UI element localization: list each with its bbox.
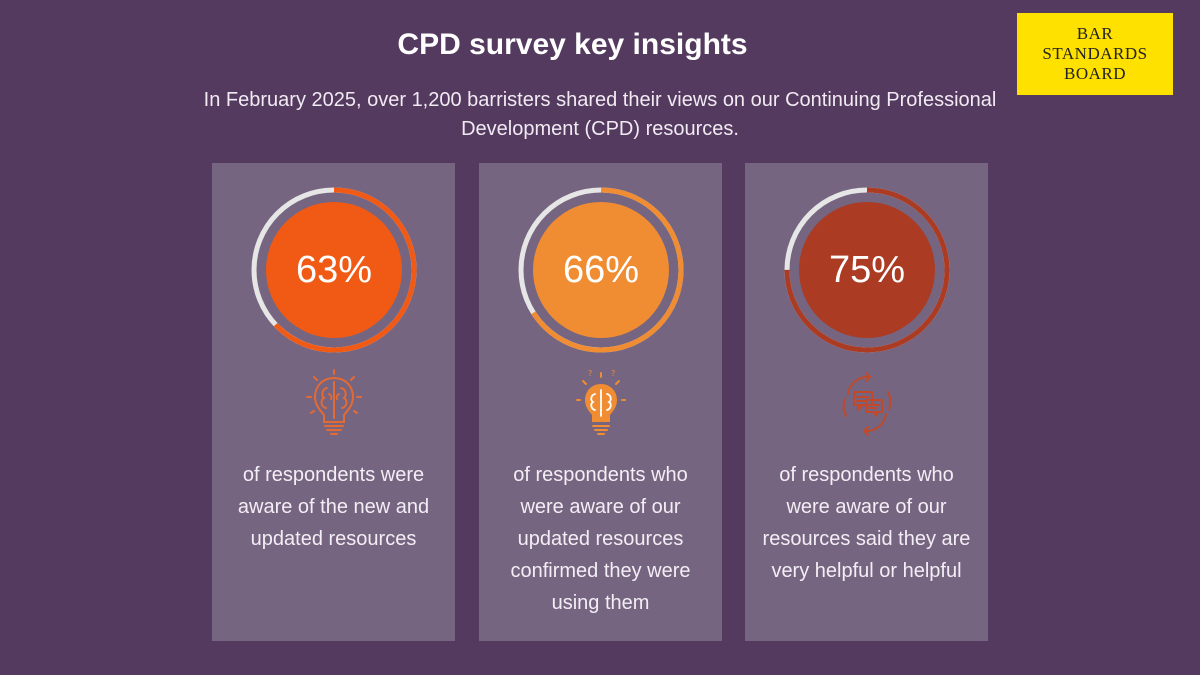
logo-line-2: STANDARDS: [1042, 44, 1148, 63]
brain-lightbulb-icon: [303, 368, 365, 440]
stat-description: of respondents who were aware of our upd…: [510, 464, 691, 614]
percent-value: 75%: [828, 248, 906, 291]
ring-progress-arc: [251, 187, 417, 353]
ring-inner-disc: [266, 202, 402, 338]
stat-card-helpfulness: 75% of respondents who were aware of our…: [745, 163, 988, 641]
progress-ring: 75%: [782, 185, 952, 355]
logo-line-1: BAR: [1076, 24, 1114, 43]
page-title: CPD survey key insights: [397, 28, 748, 61]
ring-progress-arc: [784, 187, 950, 353]
progress-ring: 66%: [516, 185, 686, 355]
ring-inner-disc: [799, 202, 935, 338]
stat-card-awareness: 63% of respondents were aware of the new…: [212, 163, 455, 641]
percent-value: 66%: [562, 248, 640, 291]
stat-description: of respondents were aware of the new and…: [237, 464, 430, 550]
svg-text:?: ?: [611, 369, 615, 378]
stat-description: of respondents who were aware of our res…: [762, 464, 971, 582]
bsb-logo: BAR STANDARDS BOARD: [1017, 13, 1173, 95]
ring-inner-disc: [533, 202, 669, 338]
progress-ring: 63%: [249, 185, 419, 355]
svg-text:?: ?: [588, 369, 592, 378]
idea-brain-bulb-icon: ? ?: [570, 368, 632, 440]
logo-line-3: BOARD: [1063, 64, 1126, 83]
ring-progress-arc: [518, 187, 684, 353]
page-subtitle: In February 2025, over 1,200 barristers …: [203, 89, 997, 140]
percent-value: 63%: [295, 248, 373, 291]
stat-card-usage: 66% ? ? of respondents who were aware of…: [479, 163, 722, 641]
feedback-cycle-icon: [836, 368, 898, 440]
